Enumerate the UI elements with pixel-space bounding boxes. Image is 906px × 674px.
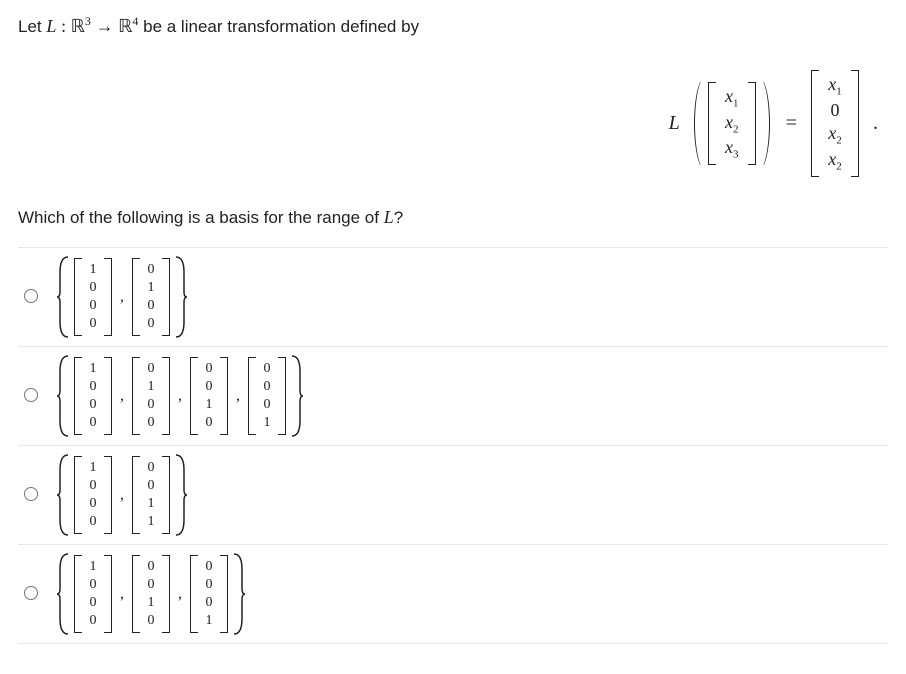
outer-paren: x1 x2 x3 [692,82,772,166]
radio-wrap [20,484,38,506]
option-vector: 0010 [132,555,170,634]
option-vector: 0011 [132,456,170,535]
intro-R3: ℝ3 [71,16,91,36]
eq-equals: = [780,112,803,135]
intro-arrow: → [96,16,119,36]
intro-R4: ℝ4 [118,16,138,36]
option-vector: 0001 [248,357,286,436]
option-radio[interactable] [24,289,38,303]
option-vector: 1000 [74,357,112,436]
option-radio[interactable] [24,586,38,600]
options-container: 1000 , 0100 1000 , 0100 , 0010 , 0001 [18,246,888,644]
question-line: Which of the following is a basis for th… [18,207,888,228]
option-row: 1000 , 0011 [18,446,888,545]
option-radio[interactable] [24,487,38,501]
eq-period: . [867,112,878,135]
question-end: ? [394,208,403,227]
option-vector: 1000 [74,555,112,634]
radio-wrap [20,385,38,407]
option-row: 1000 , 0100 , 0010 , 0001 [18,347,888,446]
option-set: 1000 , 0100 , 0010 , 0001 [56,355,304,437]
radio-wrap [20,286,38,308]
option-set: 1000 , 0011 [56,454,188,536]
option-vector: 0001 [190,555,228,634]
eq-L: L [669,112,680,135]
option-vector: 1000 [74,456,112,535]
option-vector: 1000 [74,258,112,337]
option-vector: 0010 [190,357,228,436]
option-radio[interactable] [24,388,38,402]
output-vector: x1 0 x2 x2 [811,70,859,177]
intro-suffix: be a linear transformation defined by [143,17,419,36]
question-L: L [384,207,394,227]
input-vector: x1 x2 x3 [708,82,756,166]
intro-L: L [46,16,56,36]
option-vector: 0100 [132,258,170,337]
radio-wrap [20,583,38,605]
intro-colon: : [61,16,71,36]
option-row: 1000 , 0010 , 0001 [18,545,888,644]
equation-block: L x1 x2 x3 = x1 0 x2 x2 [18,60,888,207]
option-row: 1000 , 0100 [18,247,888,347]
option-vector: 0100 [132,357,170,436]
question-intro: Let L : ℝ3 → ℝ4 be a linear transformati… [18,12,888,40]
option-set: 1000 , 0010 , 0001 [56,553,246,635]
option-set: 1000 , 0100 [56,256,188,338]
intro-prefix: Let [18,17,46,36]
question-text: Which of the following is a basis for th… [18,208,384,227]
